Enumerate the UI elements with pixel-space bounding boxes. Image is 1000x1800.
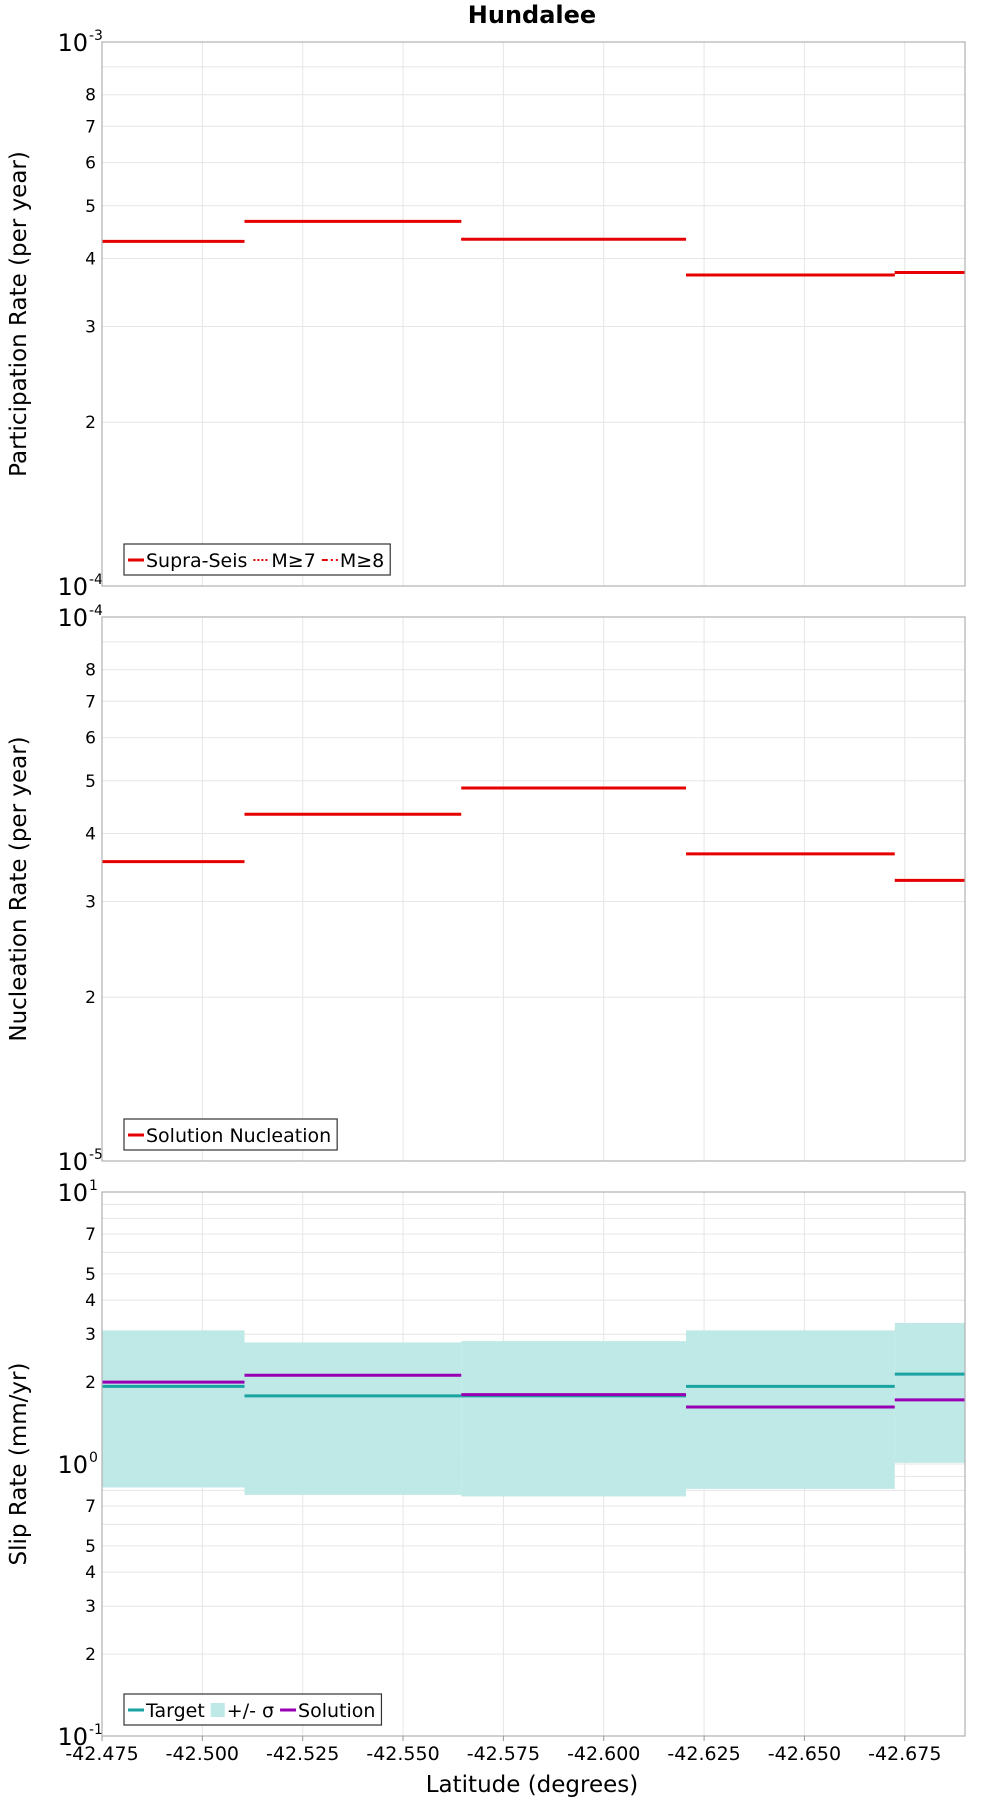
- legend-box: [123, 1693, 383, 1726]
- y-tick-label: 7: [85, 692, 96, 712]
- y-tick-label: 2: [85, 413, 96, 433]
- x-axis-title: Latitude (degrees): [426, 1772, 639, 1798]
- y-decade-exponent: -3: [89, 28, 103, 44]
- y-tick-label: 5: [85, 197, 96, 217]
- legend: Solution Nucleation: [123, 1118, 338, 1151]
- y-decade-exponent: -5: [89, 1147, 103, 1163]
- legend: Supra-Seis M≥7 M≥8: [123, 543, 391, 576]
- x-tick-label: -42.575: [467, 1743, 540, 1765]
- y-tick-label: 3: [85, 1597, 96, 1617]
- y-tick-label: 4: [85, 824, 96, 844]
- y-decade-label: 10: [57, 1148, 88, 1176]
- y-tick-label: 4: [85, 1563, 96, 1583]
- sigma-band-segment: [894, 1322, 965, 1463]
- y-tick-label: 2: [85, 1645, 96, 1665]
- y-tick-label: 3: [85, 892, 96, 912]
- y-tick-label: 5: [85, 1537, 96, 1557]
- y-tick-label: 5: [85, 1265, 96, 1285]
- sigma-band-segment: [244, 1342, 462, 1495]
- y-decade-label: 10: [57, 573, 88, 601]
- y-tick-label: 8: [85, 86, 96, 106]
- sigma-band-segment: [686, 1330, 895, 1489]
- legend-label: +/- σ: [227, 1700, 274, 1722]
- x-tick-label: -42.600: [567, 1743, 640, 1765]
- x-tick-label: -42.650: [768, 1743, 841, 1765]
- y-decade-exponent: -1: [89, 1722, 103, 1738]
- y-tick-label: 6: [85, 154, 96, 174]
- chart-title: Hundalee: [468, 1, 596, 29]
- legend-box: [123, 543, 391, 576]
- plot-frame: [101, 616, 966, 1162]
- y-decade-label: 10: [57, 1451, 88, 1479]
- y-axis-title: Participation Rate (per year): [6, 151, 32, 477]
- y-decade-exponent: -4: [89, 603, 103, 619]
- x-tick-label: -42.475: [65, 1743, 138, 1765]
- legend-box: [123, 1118, 338, 1151]
- y-tick-label: 3: [85, 317, 96, 337]
- y-decade-label: 10: [57, 29, 88, 57]
- panel-data: [102, 219, 965, 277]
- y-axis-title: Slip Rate (mm/yr): [6, 1363, 32, 1566]
- y-tick-label: 4: [85, 1291, 96, 1311]
- x-tick-label: -42.550: [366, 1743, 439, 1765]
- sigma-band-segment: [461, 1341, 687, 1497]
- y-tick-label: 5: [85, 772, 96, 792]
- y-tick-label: 7: [85, 1225, 96, 1245]
- y-decade-label: 10: [57, 604, 88, 632]
- legend-label: Solution Nucleation: [146, 1125, 331, 1147]
- y-tick-label: 6: [85, 729, 96, 749]
- legend-label: M≥8: [340, 550, 384, 572]
- y-tick-label: 4: [85, 249, 96, 269]
- y-tick-label: 7: [85, 117, 96, 137]
- y-tick-label: 2: [85, 988, 96, 1008]
- y-axis-title: Nucleation Rate (per year): [6, 736, 32, 1041]
- legend-label: Supra-Seis: [146, 550, 247, 572]
- legend: Target +/- σ Solution: [123, 1693, 383, 1726]
- legend-label: Solution: [298, 1700, 375, 1722]
- sigma-band-segment: [102, 1330, 245, 1488]
- y-tick-label: 2: [85, 1373, 96, 1393]
- plot-frame: [101, 1191, 966, 1737]
- legend-label: Target: [145, 1700, 205, 1722]
- x-tick-label: -42.675: [868, 1743, 941, 1765]
- y-tick-label: 7: [85, 1497, 96, 1517]
- y-decade-exponent: 0: [89, 1450, 98, 1466]
- panel-data: [102, 786, 965, 882]
- panel-data: [102, 1322, 965, 1497]
- y-tick-label: 3: [85, 1325, 96, 1345]
- plot-frame: [101, 41, 966, 587]
- legend-label: M≥7: [271, 550, 315, 572]
- x-tick-label: -42.500: [166, 1743, 239, 1765]
- x-tick-label: -42.525: [266, 1743, 339, 1765]
- y-decade-label: 10: [57, 1723, 88, 1751]
- y-decade-exponent: -4: [89, 572, 103, 588]
- y-decade-exponent: 1: [89, 1178, 98, 1194]
- legend-swatch-band: [210, 1703, 225, 1717]
- x-tick-label: -42.625: [667, 1743, 740, 1765]
- y-decade-label: 10: [57, 1179, 88, 1207]
- y-tick-label: 8: [85, 661, 96, 681]
